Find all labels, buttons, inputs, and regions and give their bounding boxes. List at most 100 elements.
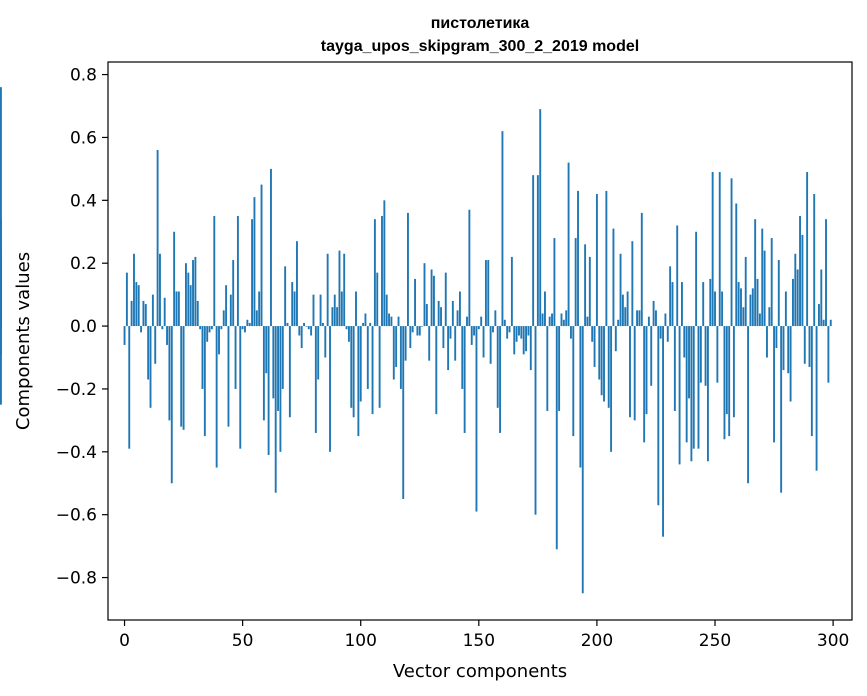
- bar-225: [655, 310, 657, 327]
- bar-204: [605, 190, 608, 327]
- bar-167: [518, 326, 520, 336]
- x-tick-label: 100: [344, 631, 376, 651]
- bar-272: [766, 326, 768, 358]
- bar-235: [678, 326, 681, 465]
- bar-157: [494, 310, 497, 327]
- bar-200: [595, 194, 598, 327]
- bar-299: [829, 319, 832, 327]
- bar-290: [808, 326, 811, 367]
- bar-73: [296, 241, 298, 327]
- bar-127: [423, 263, 426, 327]
- bar-155: [489, 326, 492, 364]
- bar-40: [218, 326, 220, 355]
- bar-264: [747, 326, 750, 484]
- bar-60: [265, 326, 268, 374]
- x-tick-label: 200: [581, 631, 613, 651]
- bar-91: [338, 250, 341, 327]
- bar-84: [321, 322, 324, 327]
- bar-98: [355, 291, 357, 327]
- bar-35: [206, 326, 209, 342]
- bar-24: [180, 326, 183, 427]
- bar-23: [177, 291, 180, 327]
- bar-196: [586, 316, 589, 327]
- bar-55: [253, 197, 256, 327]
- bar-230: [666, 326, 669, 342]
- bar-33: [201, 326, 204, 389]
- bar-183: [555, 326, 558, 550]
- bar-158: [496, 326, 499, 408]
- bar-59: [262, 326, 265, 421]
- bar-229: [664, 313, 667, 327]
- bar-32: [199, 326, 202, 330]
- bar-146: [468, 209, 471, 327]
- bar-12: [151, 294, 154, 327]
- bar-162: [506, 326, 509, 339]
- bar-236: [681, 282, 683, 327]
- bar-126: [421, 326, 424, 327]
- bar-171: [527, 326, 530, 336]
- bar-289: [806, 172, 809, 327]
- bar-188: [567, 162, 570, 327]
- bar-58: [260, 184, 263, 327]
- bar-50: [241, 326, 244, 330]
- bar-145: [466, 316, 468, 327]
- bar-38: [213, 216, 216, 327]
- bar-130: [430, 269, 433, 327]
- bar-209: [617, 319, 620, 327]
- bar-260: [737, 282, 740, 327]
- bar-131: [433, 275, 435, 327]
- bar-112: [388, 313, 391, 327]
- bar-119: [404, 326, 407, 361]
- bar-250: [714, 291, 716, 327]
- bar-291: [810, 326, 813, 437]
- bar-240: [690, 326, 693, 462]
- bar-132: [435, 326, 438, 415]
- bar-212: [624, 307, 627, 327]
- bar-142: [458, 291, 461, 327]
- bar-193: [579, 326, 582, 468]
- bar-74: [298, 326, 301, 336]
- bar-270: [761, 228, 764, 327]
- bar-169: [522, 326, 525, 355]
- bar-147: [470, 326, 473, 345]
- bar-246: [704, 326, 707, 386]
- bar-160: [501, 131, 504, 327]
- bar-213: [626, 291, 629, 327]
- bar-248: [709, 278, 712, 327]
- x-tick-label: 300: [817, 631, 849, 651]
- bar-180: [548, 316, 551, 327]
- bar-1: [125, 272, 128, 327]
- y-tick-label: −0.2: [56, 380, 97, 400]
- chart-subtitle: tayga_upos_skipgram_300_2_2019 model: [321, 38, 639, 55]
- bar-187: [565, 310, 568, 327]
- bar-4: [133, 253, 135, 327]
- bar-87: [329, 326, 331, 452]
- bar-267: [754, 219, 757, 327]
- bar-252: [718, 172, 721, 327]
- bar-115: [395, 326, 398, 367]
- bar-181: [551, 313, 553, 327]
- bar-278: [780, 326, 783, 493]
- bar-13: [154, 326, 157, 364]
- bar-265: [749, 294, 752, 327]
- bar-6: [137, 285, 140, 327]
- bar-80: [312, 294, 315, 327]
- bar-36: [208, 326, 211, 333]
- bar-281: [787, 326, 790, 374]
- bar-259: [735, 203, 738, 327]
- bar-125: [418, 326, 421, 336]
- bar-107: [376, 272, 379, 327]
- bar-192: [577, 190, 579, 327]
- bar-186: [562, 319, 565, 327]
- bar-101: [362, 322, 365, 327]
- bar-71: [291, 282, 294, 327]
- bar-198: [591, 326, 594, 342]
- bar-134: [440, 307, 442, 327]
- bar-103: [366, 326, 369, 389]
- bar-161: [503, 319, 506, 327]
- bar-5: [135, 282, 138, 327]
- bar-133: [437, 300, 440, 327]
- y-tick-label: 0.4: [70, 191, 97, 211]
- bar-168: [520, 326, 523, 339]
